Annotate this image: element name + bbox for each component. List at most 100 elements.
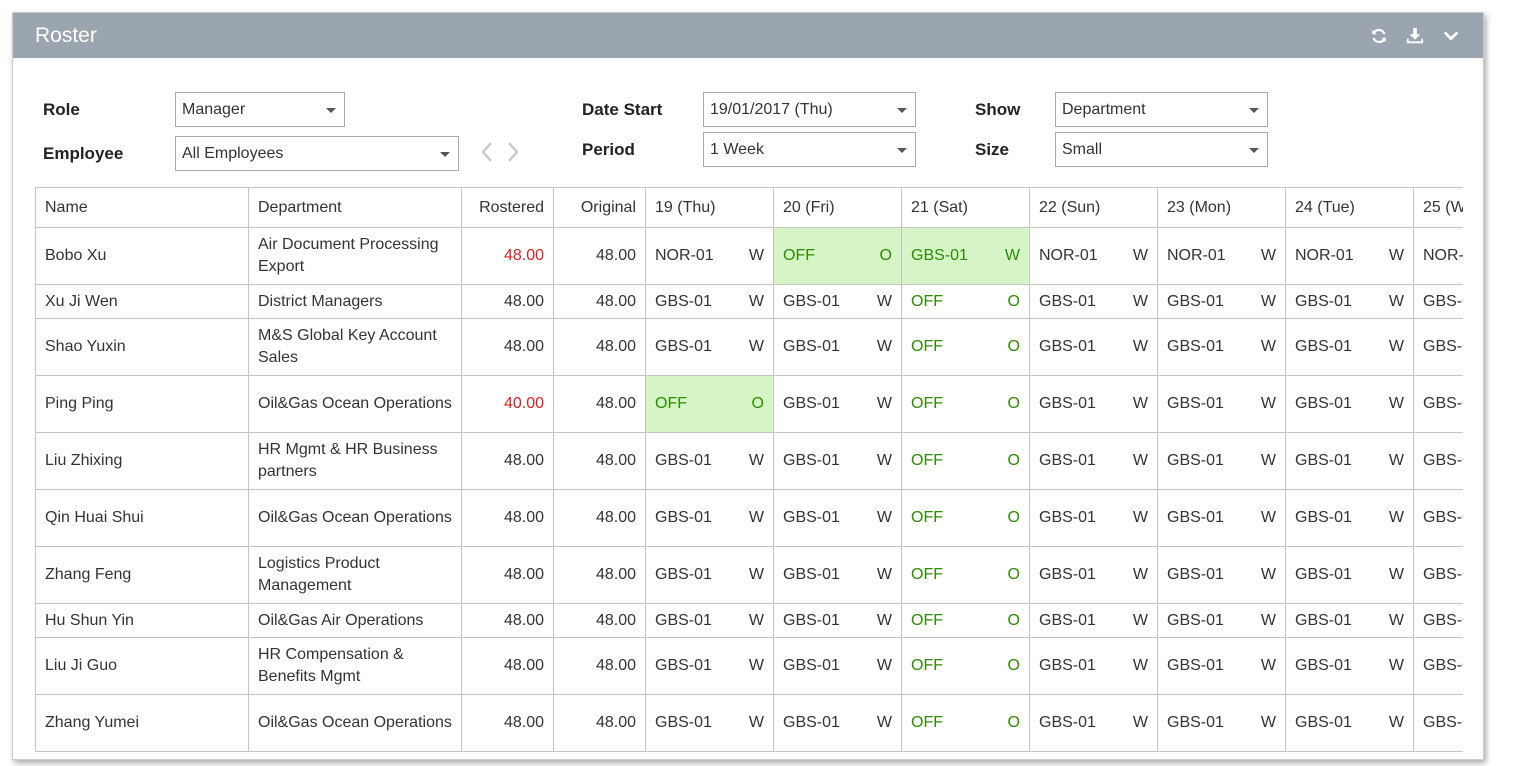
col-header-rostered[interactable]: Rostered: [461, 187, 554, 228]
cell-shift[interactable]: GBS-01W: [1413, 603, 1463, 638]
roster-table-container[interactable]: Name Department Rostered Original 19 (Th…: [35, 187, 1463, 759]
table-row[interactable]: Xu Ji Wen District Managers 48.00 48.00 GBS-…: [35, 284, 1463, 319]
table-row[interactable]: Hu Shun Yin Oil&Gas Air Operations 48.00 48…: [35, 603, 1463, 638]
table-row[interactable]: Shao Yuxin M&S Global Key Account Sales 48…: [35, 318, 1463, 376]
table-row[interactable]: Zhang Feng Logistics Product Management 48…: [35, 546, 1463, 604]
table-row[interactable]: Zhang Yumei Oil&Gas Ocean Operations 48.00…: [35, 694, 1463, 752]
period-select[interactable]: 1 Week: [703, 132, 916, 167]
cell-shift[interactable]: GBS-01W: [1413, 637, 1463, 695]
chevron-down-icon[interactable]: [1441, 26, 1461, 46]
cell-shift[interactable]: GBS-01W: [1413, 546, 1463, 604]
cell-shift[interactable]: OFF O: [901, 603, 1030, 638]
cell-shift[interactable]: GBS-01W: [1413, 489, 1463, 547]
table-row[interactable]: Liu Zhixing HR Mgmt & HR Business partner…: [35, 432, 1463, 490]
cell-shift[interactable]: OFF O: [773, 227, 902, 285]
col-header-original[interactable]: Original: [553, 187, 646, 228]
col-header-day[interactable]: 25 (Wed): [1413, 187, 1463, 228]
previous-arrow-icon[interactable]: [477, 138, 497, 166]
cell-shift[interactable]: OFF O: [901, 432, 1030, 490]
cell-shift[interactable]: OFF O: [901, 375, 1030, 433]
cell-shift[interactable]: OFF O: [901, 284, 1030, 319]
cell-shift[interactable]: OFF O: [901, 694, 1030, 752]
table-row[interactable]: Bobo Xu Air Document Processing Export 48.…: [35, 227, 1463, 285]
size-select[interactable]: Small: [1055, 132, 1268, 167]
col-header-day[interactable]: 20 (Fri): [773, 187, 902, 228]
col-header-department[interactable]: Department: [248, 187, 462, 228]
show-select[interactable]: Department: [1055, 92, 1268, 127]
role-select[interactable]: Manager: [175, 92, 345, 127]
col-header-name[interactable]: Name: [35, 187, 249, 228]
table-row[interactable]: Ping Ping Oil&Gas Ocean Operations 40.00 48…: [35, 375, 1463, 433]
employee-select[interactable]: All Employees: [175, 136, 459, 171]
cell-shift[interactable]: OFF O: [901, 318, 1030, 376]
cell-shift[interactable]: GBS-01W: [1413, 284, 1463, 319]
table-row[interactable]: Liu Ji Guo HR Compensation & Benefits Mgm…: [35, 637, 1463, 695]
refresh-icon[interactable]: [1369, 26, 1389, 46]
cell-shift[interactable]: GBS-01W: [1413, 375, 1463, 433]
cell-shift[interactable]: OFF O: [901, 489, 1030, 547]
cell-shift[interactable]: NOR-01W: [1413, 227, 1463, 285]
cell-shift[interactable]: GBS-01W: [1413, 318, 1463, 376]
cell-shift[interactable]: OFF O: [901, 546, 1030, 604]
col-header-day[interactable]: 22 (Sun): [1029, 187, 1158, 228]
cell-shift[interactable]: GBS-01W: [1413, 694, 1463, 752]
col-header-day[interactable]: 24 (Tue): [1285, 187, 1414, 228]
col-header-day[interactable]: 21 (Sat): [901, 187, 1030, 228]
date-start-select[interactable]: 19/01/2017 (Thu): [703, 92, 916, 127]
cell-shift[interactable]: OFF O: [901, 637, 1030, 695]
next-arrow-icon[interactable]: [503, 138, 523, 166]
cell-shift[interactable]: GBS-01W: [1413, 432, 1463, 490]
col-header-day[interactable]: 19 (Thu): [645, 187, 774, 228]
cell-shift[interactable]: OFF O: [645, 375, 774, 433]
table-row[interactable]: Qin Huai Shui Oil&Gas Ocean Operations 48.…: [35, 489, 1463, 547]
